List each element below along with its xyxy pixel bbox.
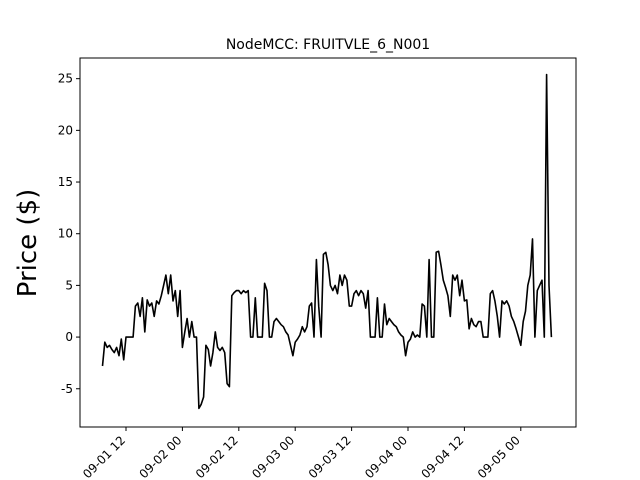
series-line [101, 73, 553, 410]
x-tick-label: 09-03 12 [306, 433, 354, 480]
y-axis-label: Price ($) [13, 189, 43, 298]
x-tick-label: 09-01 12 [80, 433, 128, 480]
axes-frame [79, 57, 577, 428]
y-tick-label: 25 [58, 72, 73, 86]
x-tick-label: 09-04 00 [362, 433, 410, 480]
chart-title: NodeMCC: FRUITVLE_6_N001 [226, 37, 430, 53]
x-tick-label: 09-05 00 [475, 433, 523, 480]
x-tick-label: 09-04 12 [418, 433, 466, 480]
y-tick-label: -5 [61, 382, 73, 396]
y-tick-label: 10 [58, 227, 73, 241]
y-tick-label: 20 [58, 123, 73, 137]
y-tick-label: 5 [65, 278, 73, 292]
x-tick-label: 09-03 00 [249, 433, 297, 480]
y-tick-label: 0 [65, 330, 73, 344]
x-tick-label: 09-02 00 [136, 433, 184, 480]
y-tick-label: 15 [58, 175, 73, 189]
x-tick-label: 09-02 12 [193, 433, 241, 480]
